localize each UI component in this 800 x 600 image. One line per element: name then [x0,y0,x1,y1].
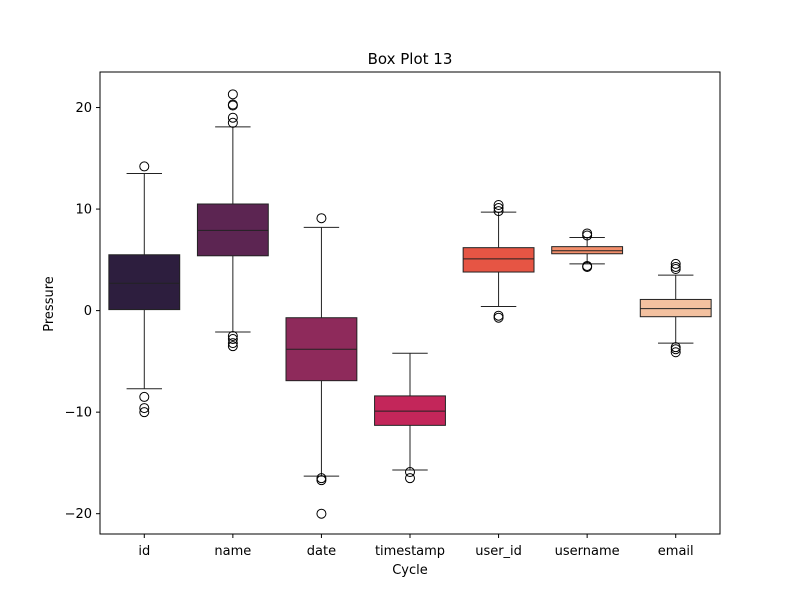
outlier-point [670,344,681,355]
x-tick-label: id [138,544,150,559]
outlier-point [316,475,327,486]
outlier-point [227,338,238,349]
y-tick-label: −10 [65,406,92,421]
outlier-point [316,213,327,224]
x-tick-label: date [307,544,336,559]
outlier-point [139,161,150,172]
outlier-point [582,228,593,239]
box-email [639,258,712,358]
outlier-point [227,117,238,128]
outlier-point [227,112,238,123]
box-user_id [462,200,535,323]
box-body [639,298,712,318]
outlier-point [227,334,238,345]
outlier-point [493,206,504,217]
box-body [108,254,181,311]
x-tick-label: timestamp [375,544,445,559]
outlier-point [405,467,415,478]
x-tick-label: username [555,544,620,559]
y-tick-label: 10 [75,203,92,218]
chart-title: Box Plot 13 [368,50,453,68]
plot-area [108,89,712,519]
outlier-point [493,312,504,323]
outlier-point [316,508,327,519]
outlier-point [493,203,504,214]
box-name [196,89,269,352]
y-axis-label: Pressure [42,276,57,332]
box-body [551,246,624,255]
outlier-point [582,261,593,272]
outlier-point [582,230,593,241]
outlier-point [670,342,681,353]
x-tick-label: user_id [475,544,522,559]
outlier-point [670,258,681,269]
box-id [108,161,181,418]
box-timestamp [374,352,446,484]
outlier-point [670,263,681,274]
y-tick-label: 0 [84,304,92,319]
outlier-point [227,341,238,352]
box-body [462,247,535,273]
box-body [374,395,446,426]
box-date [285,213,358,519]
x-axis-label: Cycle [392,563,428,578]
outlier-point [227,100,238,111]
outlier-point [227,331,238,341]
box-body [196,203,269,257]
y-tick-label: 20 [75,101,92,116]
box-username [551,228,624,272]
outlier-point [139,403,150,414]
outlier-point [227,89,238,100]
outlier-point [670,347,681,358]
outlier-point [405,473,415,484]
y-tick-label: −20 [65,507,92,522]
outlier-point [139,391,150,402]
outlier-point [493,200,504,211]
x-tick-label: name [214,544,251,559]
x-tick-label: email [658,544,694,559]
outlier-point [139,407,150,418]
outlier-point [493,310,504,321]
